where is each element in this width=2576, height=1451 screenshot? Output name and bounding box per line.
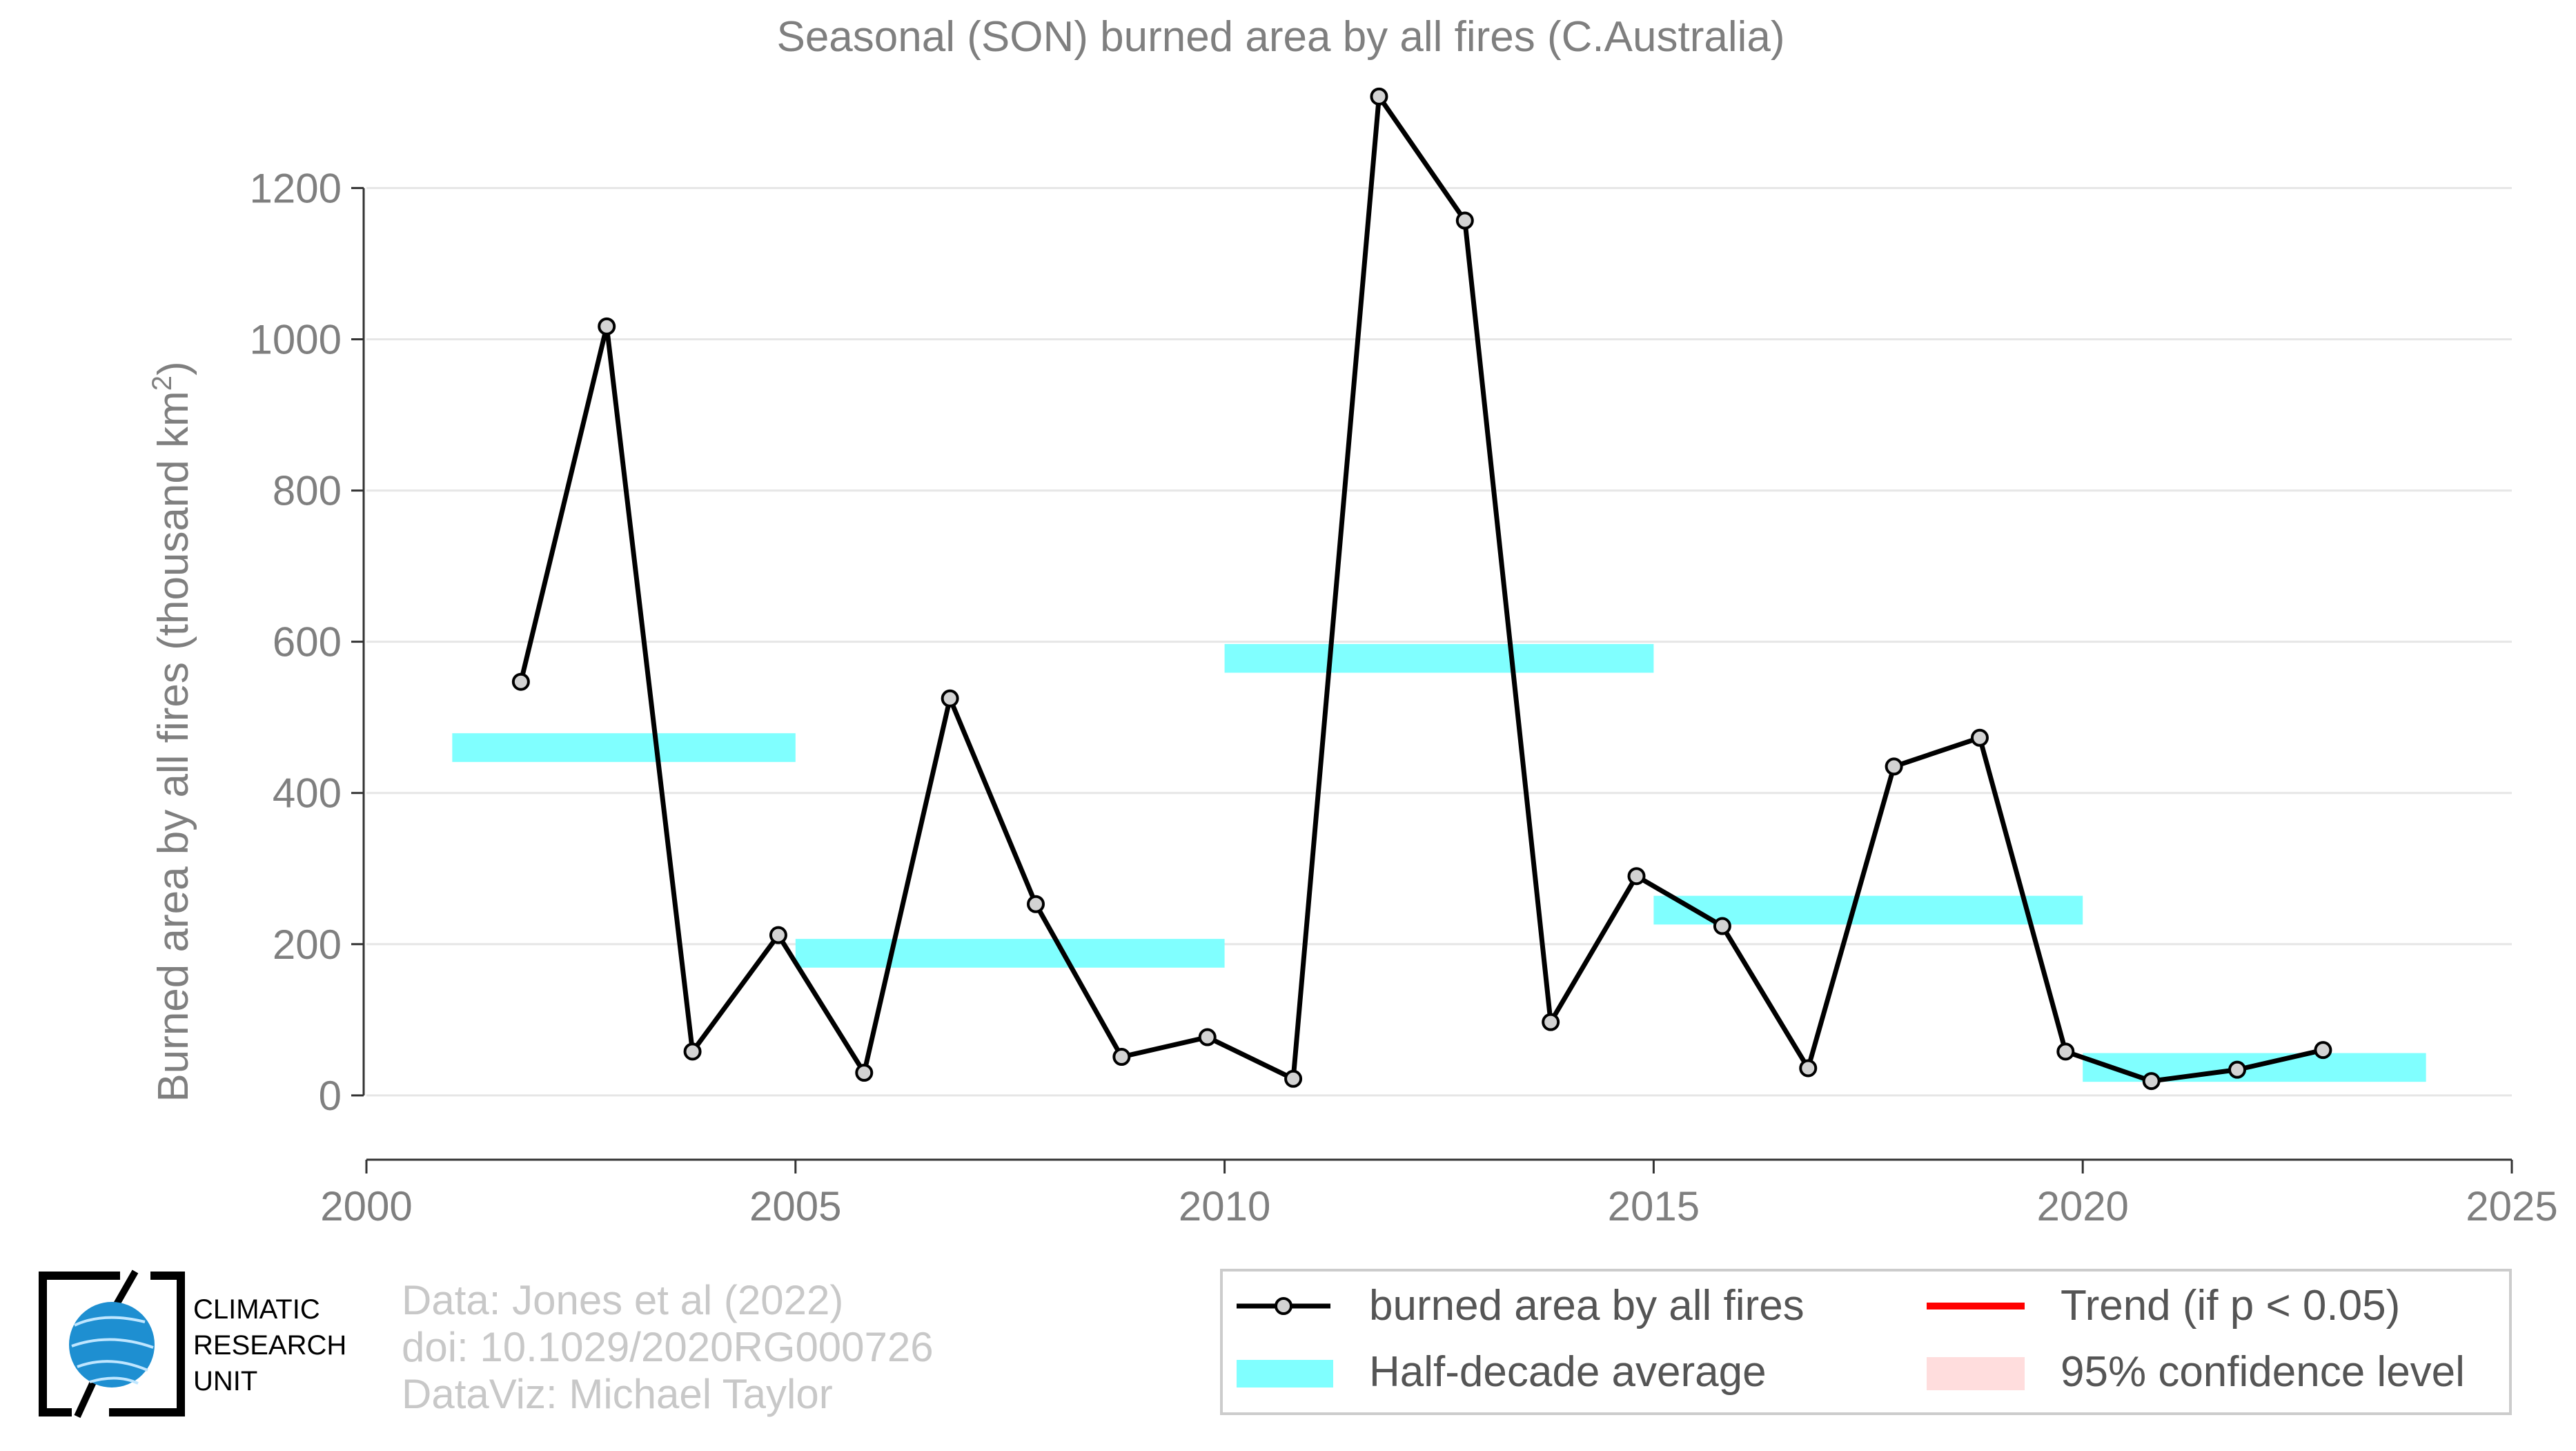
data-point — [1370, 87, 1388, 106]
globe-swirl-icon — [71, 1316, 154, 1385]
data-point — [1627, 867, 1646, 886]
y-tick-label: 1000 — [250, 316, 342, 362]
legend-confidence-band-icon — [1927, 1357, 2025, 1390]
legend-label-confidence: 95% confidence level — [2061, 1348, 2465, 1396]
series-line — [518, 94, 2324, 1084]
legend-box — [1220, 1269, 2512, 1415]
x-tick-label: 2010 — [1179, 1183, 1270, 1229]
data-point — [1970, 728, 1989, 747]
x-tick-labels: 2000 2005 2010 2015 2020 2025 — [320, 1183, 2557, 1229]
legend-label-average: Half-decade average — [1369, 1348, 1767, 1396]
credit-doi: doi: 10.1029/2020RG000726 — [402, 1324, 934, 1370]
x-tick-label: 2025 — [2466, 1183, 2557, 1229]
y-tick-label: 0 — [319, 1073, 342, 1119]
data-point — [1027, 895, 1045, 913]
data-point — [769, 926, 787, 944]
logo-text-line2: RESEARCH — [193, 1330, 346, 1361]
half-decade-average-bar — [1224, 643, 1654, 673]
data-point — [683, 1042, 702, 1061]
y-tick-label: 600 — [273, 619, 342, 665]
gridlines — [351, 186, 2512, 1097]
data-point — [1799, 1059, 1818, 1078]
data-point — [1713, 917, 1731, 935]
data-point — [1542, 1013, 1560, 1031]
half-decade-average-bar — [452, 733, 796, 762]
credit-dataviz: DataViz: Michael Taylor — [402, 1371, 833, 1417]
data-point — [2142, 1072, 2161, 1091]
y-axis-label-close: ) — [150, 361, 197, 376]
legend-label-trend: Trend (if p < 0.05) — [2061, 1282, 2400, 1330]
y-tick-label: 800 — [273, 468, 342, 514]
y-tick-label: 200 — [273, 922, 342, 968]
burned-area-line — [518, 94, 2324, 1084]
credit-data: Data: Jones et al (2022) — [402, 1277, 843, 1323]
logo-text-line1: CLIMATIC — [193, 1294, 320, 1325]
y-axis-label-main: Burned area by all fires (thousand km — [150, 391, 197, 1102]
half-decade-average-bars — [452, 643, 2426, 1082]
data-point — [2056, 1042, 2075, 1061]
data-point — [1455, 211, 1474, 230]
cru-logo: CLIMATIC RESEARCH UNIT — [39, 1269, 346, 1419]
axes — [362, 188, 2513, 1174]
x-tick-label: 2020 — [2036, 1183, 2128, 1229]
legend: burned area by all fires Trend (if p < 0… — [1220, 1269, 2512, 1415]
data-point — [1112, 1048, 1131, 1067]
series-markers — [511, 87, 2332, 1091]
data-point — [1198, 1028, 1217, 1046]
half-decade-average-bar — [795, 939, 1225, 968]
y-axis-label: Burned area by all fires (thousand km2) — [147, 361, 197, 1102]
data-point — [598, 317, 616, 335]
legend-average-band-icon — [1237, 1360, 1333, 1387]
x-tick-label: 2005 — [749, 1183, 841, 1229]
y-tick-label: 400 — [273, 770, 342, 817]
y-tick-labels: 0 200 400 600 800 1000 1200 — [250, 165, 342, 1118]
y-axis-label-superscript: 2 — [147, 376, 177, 391]
data-point — [855, 1064, 874, 1082]
legend-series-marker-icon — [1275, 1297, 1292, 1315]
data-point — [2314, 1041, 2332, 1060]
logo-frame-icon — [39, 1272, 185, 1416]
y-tick-label: 1200 — [250, 165, 342, 211]
x-tick-label: 2015 — [1608, 1183, 1700, 1229]
data-point — [1885, 757, 1903, 776]
data-point — [511, 672, 530, 691]
data-point — [1284, 1069, 1303, 1088]
chart-title: Seasonal (SON) burned area by all fires … — [776, 13, 1784, 61]
x-tick-label: 2000 — [320, 1183, 412, 1229]
data-point — [2228, 1060, 2247, 1079]
legend-label-series: burned area by all fires — [1369, 1282, 1805, 1330]
logo-text-line3: UNIT — [193, 1366, 257, 1396]
data-point — [941, 689, 959, 708]
